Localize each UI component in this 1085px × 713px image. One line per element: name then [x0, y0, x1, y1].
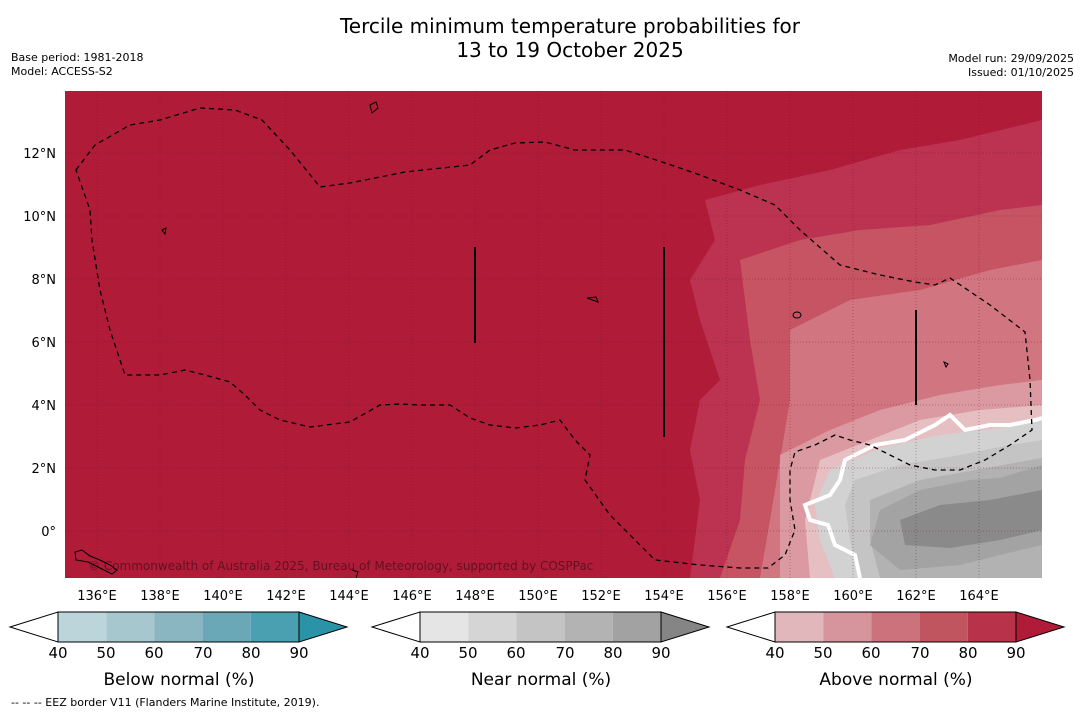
lat-label-2: 2°N — [32, 462, 57, 477]
near-tick-40: 40 — [410, 644, 429, 662]
colorbar-near — [370, 611, 711, 643]
above-tick-60: 60 — [861, 644, 880, 662]
colorbar-above-seg-1 — [775, 612, 824, 642]
colorbar-above-seg-5 — [967, 612, 1016, 642]
above-tick-80: 80 — [958, 644, 977, 662]
colorbar-below-seg-1 — [58, 612, 107, 642]
colorbar-below-seg-5 — [250, 612, 299, 642]
below-normal-title: Below normal (%) — [104, 670, 255, 690]
lat-label-10: 10°N — [23, 210, 56, 225]
title-line-1: Tercile minimum temperature probabilitie… — [339, 14, 801, 38]
meta-left: Base period: 1981-2018 Model: ACCESS-S2 — [11, 51, 143, 79]
lon-label-162: 162°E — [896, 589, 936, 604]
lon-label-164: 164°E — [959, 589, 999, 604]
lat-label-12: 12°N — [23, 147, 56, 162]
near-tick-60: 60 — [506, 644, 525, 662]
land-outlines — [74, 101, 949, 579]
lon-label-136: 136°E — [77, 589, 117, 604]
colorbar-above — [725, 611, 1066, 643]
colorbar-near-seg-4 — [564, 612, 613, 642]
lon-label-142: 142°E — [266, 589, 306, 604]
lon-label-154: 154°E — [644, 589, 684, 604]
tercile-boundary — [802, 412, 1042, 578]
colorbar-near-seg-1 — [420, 612, 469, 642]
colorbar-tick-labels: 40 50 60 70 80 90 40 50 60 70 80 90 40 5… — [48, 644, 1025, 662]
near-normal-title: Near normal (%) — [471, 670, 611, 690]
colorbar-near-arrow-right — [660, 611, 711, 643]
near-tick-70: 70 — [555, 644, 574, 662]
copyright-watermark: © Commonwealth of Australia 2025, Bureau… — [88, 559, 593, 573]
colorbar-below-seg-4 — [202, 612, 251, 642]
lat-label-8: 8°N — [32, 273, 57, 288]
eez-footnote: -- -- -- EEZ border V11 (Flanders Marine… — [11, 696, 320, 709]
lon-axis-labels: 136°E 138°E 140°E 142°E 144°E 146°E 148°… — [77, 589, 999, 604]
island-outline-pohnpei — [792, 311, 802, 319]
lon-label-148: 148°E — [455, 589, 495, 604]
colorbar-near-arrow-left — [370, 611, 421, 643]
lon-label-160: 160°E — [833, 589, 873, 604]
lat-axis-labels: 12°N 10°N 8°N 6°N 4°N 2°N 0° — [23, 147, 56, 540]
colorbar-above-seg-2 — [823, 612, 872, 642]
near-tick-90: 90 — [651, 644, 670, 662]
meta-right: Model run: 29/09/2025 Issued: 01/10/2025 — [948, 52, 1074, 80]
island-outline-east — [943, 360, 949, 369]
colorbar-near-seg-2 — [468, 612, 517, 642]
colorbar-below-seg-2 — [106, 612, 155, 642]
near-tick-80: 80 — [603, 644, 622, 662]
lat-label-6: 6°N — [32, 336, 57, 351]
map-field — [65, 91, 1042, 578]
colorbar-above-arrow-right — [1015, 611, 1066, 643]
colorbar-below-frame — [57, 611, 300, 643]
lon-label-138: 138°E — [140, 589, 180, 604]
colorbar-above-seg-4 — [919, 612, 968, 642]
colorbar-near-seg-3 — [516, 612, 565, 642]
below-tick-40: 40 — [48, 644, 67, 662]
lon-label-146: 146°E — [392, 589, 432, 604]
colorbar-near-frame — [419, 611, 662, 643]
lon-label-140: 140°E — [203, 589, 243, 604]
gridlines — [65, 91, 1042, 578]
lon-label-150: 150°E — [518, 589, 558, 604]
coast-outline-sw — [74, 549, 118, 575]
lon-label-158: 158°E — [770, 589, 810, 604]
model-name: Model: ACCESS-S2 — [11, 65, 113, 78]
island-outline-north — [369, 101, 379, 114]
model-run: Model run: 29/09/2025 — [948, 52, 1074, 65]
below-tick-80: 80 — [241, 644, 260, 662]
colorbar-near-seg-5 — [612, 612, 661, 642]
above-tick-40: 40 — [765, 644, 784, 662]
lat-label-4: 4°N — [32, 399, 57, 414]
above-tick-70: 70 — [910, 644, 929, 662]
lon-label-152: 152°E — [581, 589, 621, 604]
colorbar-above-arrow-left — [725, 611, 776, 643]
colorbar-below-arrow-right — [298, 611, 349, 643]
coast-outline-s — [351, 569, 359, 579]
lon-label-156: 156°E — [707, 589, 747, 604]
lon-label-144: 144°E — [329, 589, 369, 604]
near-tick-50: 50 — [458, 644, 477, 662]
chart-title: Tercile minimum temperature probabilitie… — [0, 14, 1085, 62]
colorbar-above-seg-3 — [871, 612, 920, 642]
base-period: Base period: 1981-2018 — [11, 51, 144, 64]
colorbar-below-seg-3 — [154, 612, 203, 642]
lat-label-0: 0° — [41, 525, 56, 540]
near-90-area — [900, 490, 1042, 548]
below-tick-50: 50 — [96, 644, 115, 662]
below-tick-90: 90 — [289, 644, 308, 662]
below-tick-60: 60 — [144, 644, 163, 662]
title-line-2: 13 to 19 October 2025 — [456, 38, 684, 62]
island-outline-chuuk — [586, 296, 599, 303]
colorbar-below-arrow-left — [8, 611, 59, 643]
eez-border — [75, 107, 1033, 569]
above-tick-50: 50 — [813, 644, 832, 662]
above-tick-90: 90 — [1006, 644, 1025, 662]
colorbar-titles: Below normal (%) Near normal (%) Above n… — [104, 670, 973, 690]
colorbar-below — [8, 611, 349, 643]
issued-date: Issued: 01/10/2025 — [967, 66, 1074, 79]
above-normal-title: Above normal (%) — [819, 670, 972, 690]
island-outline-west — [161, 227, 167, 236]
below-tick-70: 70 — [193, 644, 212, 662]
colorbar-above-frame — [774, 611, 1017, 643]
